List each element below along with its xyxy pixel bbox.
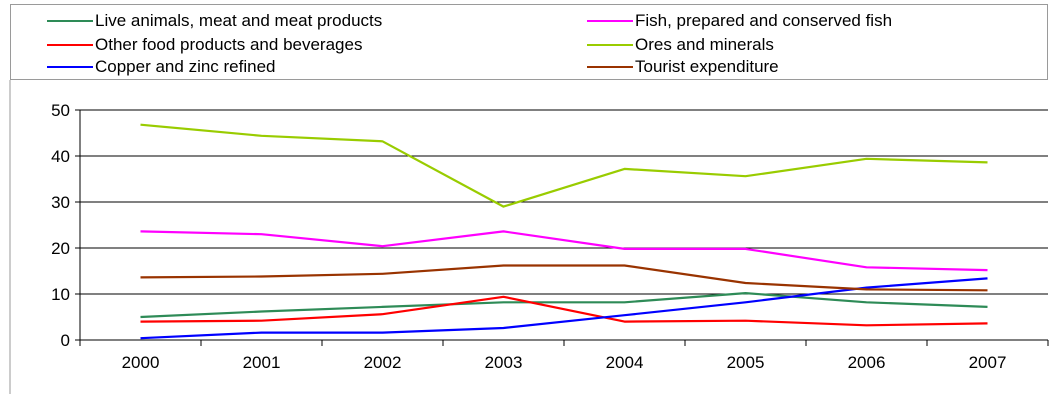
legend-label-tourist: Tourist expenditure (635, 57, 779, 76)
legend-item-copper: Copper and zinc refined (47, 57, 276, 77)
y-tick-label: 10 (51, 285, 70, 304)
x-tick-labels: 2000 2001 2002 2003 2004 2005 2006 2007 (122, 353, 1007, 372)
legend-label-ores: Ores and minerals (635, 35, 774, 54)
legend-swatch-fish (587, 20, 633, 22)
series-line-copper-and-zinc-refined (140, 277, 988, 340)
legend-item-fish: Fish, prepared and conserved fish (587, 11, 892, 31)
series-line-other-food-products-and-beverages (140, 295, 988, 327)
y-tick-label: 40 (51, 147, 70, 166)
legend-label-other-food: Other food products and beverages (95, 35, 363, 54)
legend-item-tourist: Tourist expenditure (587, 57, 779, 77)
x-tick-label-2005: 2005 (727, 353, 765, 372)
x-tick-label-2000: 2000 (122, 353, 160, 372)
legend-swatch-other-food (47, 44, 93, 46)
legend-item-other-food: Other food products and beverages (47, 35, 362, 55)
axes (75, 109, 1049, 346)
legend: Live animals, meat and meat products Fis… (10, 4, 1048, 80)
x-tick-label-2001: 2001 (243, 353, 281, 372)
legend-swatch-tourist (587, 66, 633, 68)
legend-label-live-animals: Live animals, meat and meat products (95, 11, 383, 30)
series-line-tourist-expenditure (140, 264, 988, 292)
legend-item-live-animals: Live animals, meat and meat products (47, 11, 382, 31)
x-tick-label-2006: 2006 (848, 353, 886, 372)
y-tick-label: 20 (51, 239, 70, 258)
series-lines (140, 123, 988, 340)
legend-label-copper: Copper and zinc refined (95, 57, 276, 76)
legend-label-fish: Fish, prepared and conserved fish (635, 11, 893, 30)
x-tick-label-2007: 2007 (969, 353, 1007, 372)
y-tick-label: 50 (51, 101, 70, 120)
legend-swatch-live-animals (47, 20, 93, 22)
legend-swatch-copper (47, 66, 93, 68)
x-tick-label-2003: 2003 (485, 353, 523, 372)
legend-item-ores: Ores and minerals (587, 35, 774, 55)
series-line-fish-prepared-and-conserved-fish (140, 230, 988, 272)
y-tick-label: 30 (51, 193, 70, 212)
series-line-ores-and-minerals (140, 123, 988, 208)
legend-swatch-ores (587, 44, 633, 46)
y-tick-label: 0 (61, 331, 70, 350)
x-tick-label-2002: 2002 (364, 353, 402, 372)
x-tick-label-2004: 2004 (606, 353, 644, 372)
series-line-live-animals-meat-and-meat-products (140, 292, 988, 319)
grid-lines (80, 109, 1048, 295)
y-tick-labels: 0 10 20 30 40 50 (51, 101, 70, 350)
